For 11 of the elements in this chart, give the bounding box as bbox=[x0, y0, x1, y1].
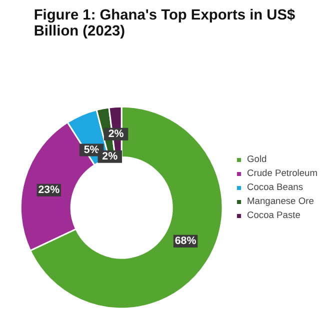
data-label: 23% bbox=[38, 184, 60, 196]
legend-label: Cocoa Beans bbox=[247, 182, 304, 192]
data-label: 2% bbox=[108, 128, 124, 140]
data-label: 2% bbox=[102, 150, 118, 163]
legend-label: Crude Petroleum bbox=[247, 168, 318, 178]
legend-label: Gold bbox=[247, 154, 267, 164]
legend-label: Manganese Ore bbox=[247, 196, 314, 206]
data-label: 68% bbox=[174, 235, 197, 248]
chart-title: Figure 1: Ghana's Top Exports in US$ Billion (2023) bbox=[34, 8, 296, 40]
legend-label: Cocoa Paste bbox=[247, 210, 300, 220]
data-label: 5% bbox=[84, 144, 100, 156]
